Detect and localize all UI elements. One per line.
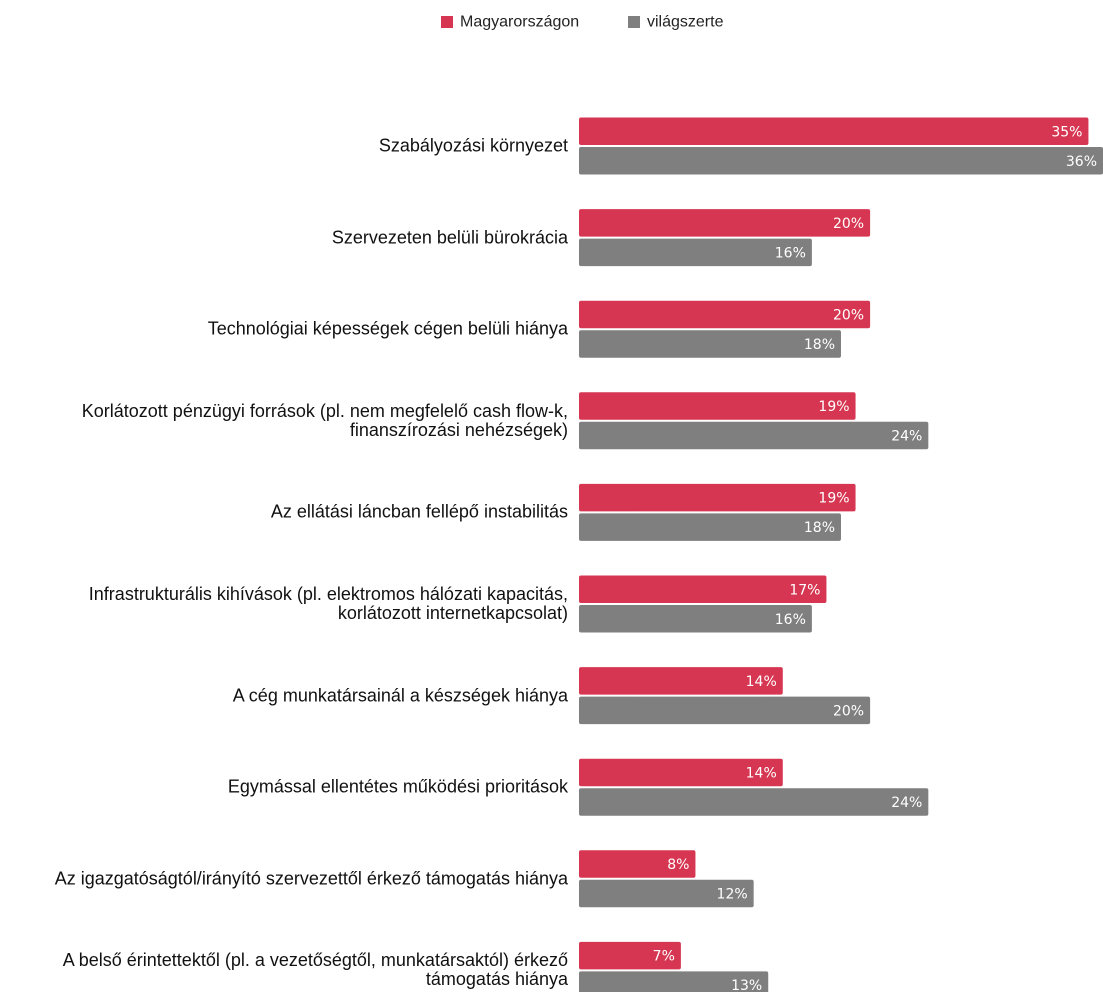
value-label: 17%	[789, 582, 820, 598]
category-label: Az igazgatóságtól/irányító szervezettől …	[54, 868, 568, 889]
value-label: 36%	[1066, 154, 1097, 170]
value-label: 35%	[1051, 124, 1082, 140]
value-label: 18%	[804, 520, 835, 536]
bar	[579, 513, 841, 541]
category-label: Egymással ellentétes működési prioritáso…	[227, 776, 568, 797]
legend-swatch	[441, 16, 453, 28]
bar	[579, 758, 783, 787]
bar	[579, 147, 1103, 175]
bar	[579, 879, 754, 908]
value-label: 8%	[667, 857, 689, 873]
category-label: A belső érintettektől (pl. a vezetőségtő…	[62, 950, 568, 990]
value-label: 12%	[717, 887, 748, 903]
bar	[579, 788, 929, 816]
bar	[579, 667, 783, 695]
category-label: Szervezeten belüli bürokrácia	[331, 227, 568, 248]
bar	[579, 330, 841, 358]
value-label: 24%	[891, 429, 922, 445]
bar	[579, 117, 1089, 145]
value-label: 16%	[775, 612, 806, 628]
legend-label: Magyarországon	[460, 14, 579, 31]
bar	[579, 483, 856, 512]
value-label: 20%	[833, 216, 864, 232]
bar	[579, 696, 871, 725]
value-label: 16%	[775, 245, 806, 261]
legend-label: világszerte	[647, 14, 724, 31]
value-label: 14%	[746, 765, 777, 781]
bar	[579, 209, 871, 237]
value-label: 24%	[891, 795, 922, 811]
category-label: Szabályozási környezet	[378, 135, 568, 156]
value-label: 7%	[653, 949, 675, 965]
bar	[579, 605, 812, 633]
bar	[579, 971, 769, 992]
category-label: A cég munkatársainál a készségek hiánya	[232, 685, 568, 706]
value-label: 13%	[731, 978, 762, 992]
bar	[579, 850, 696, 878]
legend-swatch	[628, 16, 640, 28]
category-label: Korlátozott pénzügyi források (pl. nem m…	[81, 400, 568, 440]
value-label: 19%	[818, 399, 849, 415]
value-label: 20%	[833, 307, 864, 323]
category-label: Infrastrukturális kihívások (pl. elektro…	[88, 584, 568, 623]
category-label: Technológiai képességek cégen belüli hiá…	[207, 318, 568, 339]
bar	[579, 941, 681, 970]
category-label: Az ellátási láncban fellépő instabilitás	[270, 501, 568, 522]
value-label: 14%	[746, 674, 777, 690]
bar	[579, 392, 856, 420]
value-label: 19%	[818, 491, 849, 507]
value-label: 20%	[833, 703, 864, 719]
bar	[579, 300, 871, 329]
bar	[579, 575, 827, 603]
value-label: 18%	[804, 337, 835, 353]
bar	[579, 421, 929, 450]
bar	[579, 238, 812, 267]
